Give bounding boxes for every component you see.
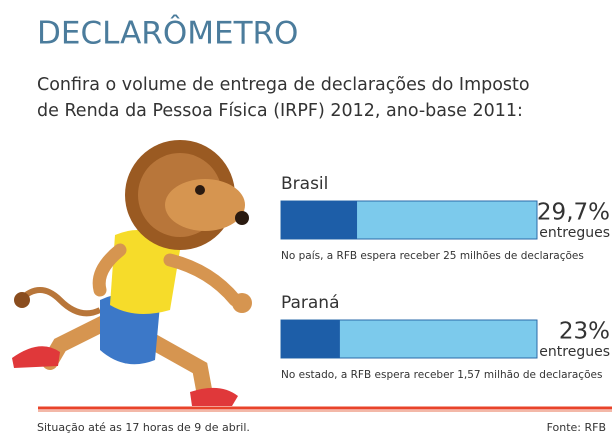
value-label: 29,7%	[537, 200, 610, 226]
value-caption: entregues	[539, 225, 610, 241]
category-label: Brasil	[281, 174, 328, 194]
bar	[281, 201, 358, 239]
value-caption: entregues	[539, 344, 610, 360]
source: Fonte: RFB	[547, 421, 606, 434]
subtitle-line: Confira o volume de entrega de declaraçõ…	[37, 75, 530, 95]
bar	[281, 320, 340, 358]
value-label: 23%	[559, 319, 610, 345]
footnote: Situação até as 17 horas de 9 de abril.	[37, 421, 250, 434]
note: No estado, a RFB espera receber 1,57 mil…	[281, 369, 602, 381]
lion-illustration	[12, 140, 252, 406]
subtitle-line: de Renda da Pessoa Física (IRPF) 2012, a…	[37, 101, 523, 121]
category-label: Paraná	[281, 293, 340, 313]
title: DECLARÔMETRO	[37, 15, 298, 52]
note: No país, a RFB espera receber 25 milhões…	[281, 250, 584, 262]
